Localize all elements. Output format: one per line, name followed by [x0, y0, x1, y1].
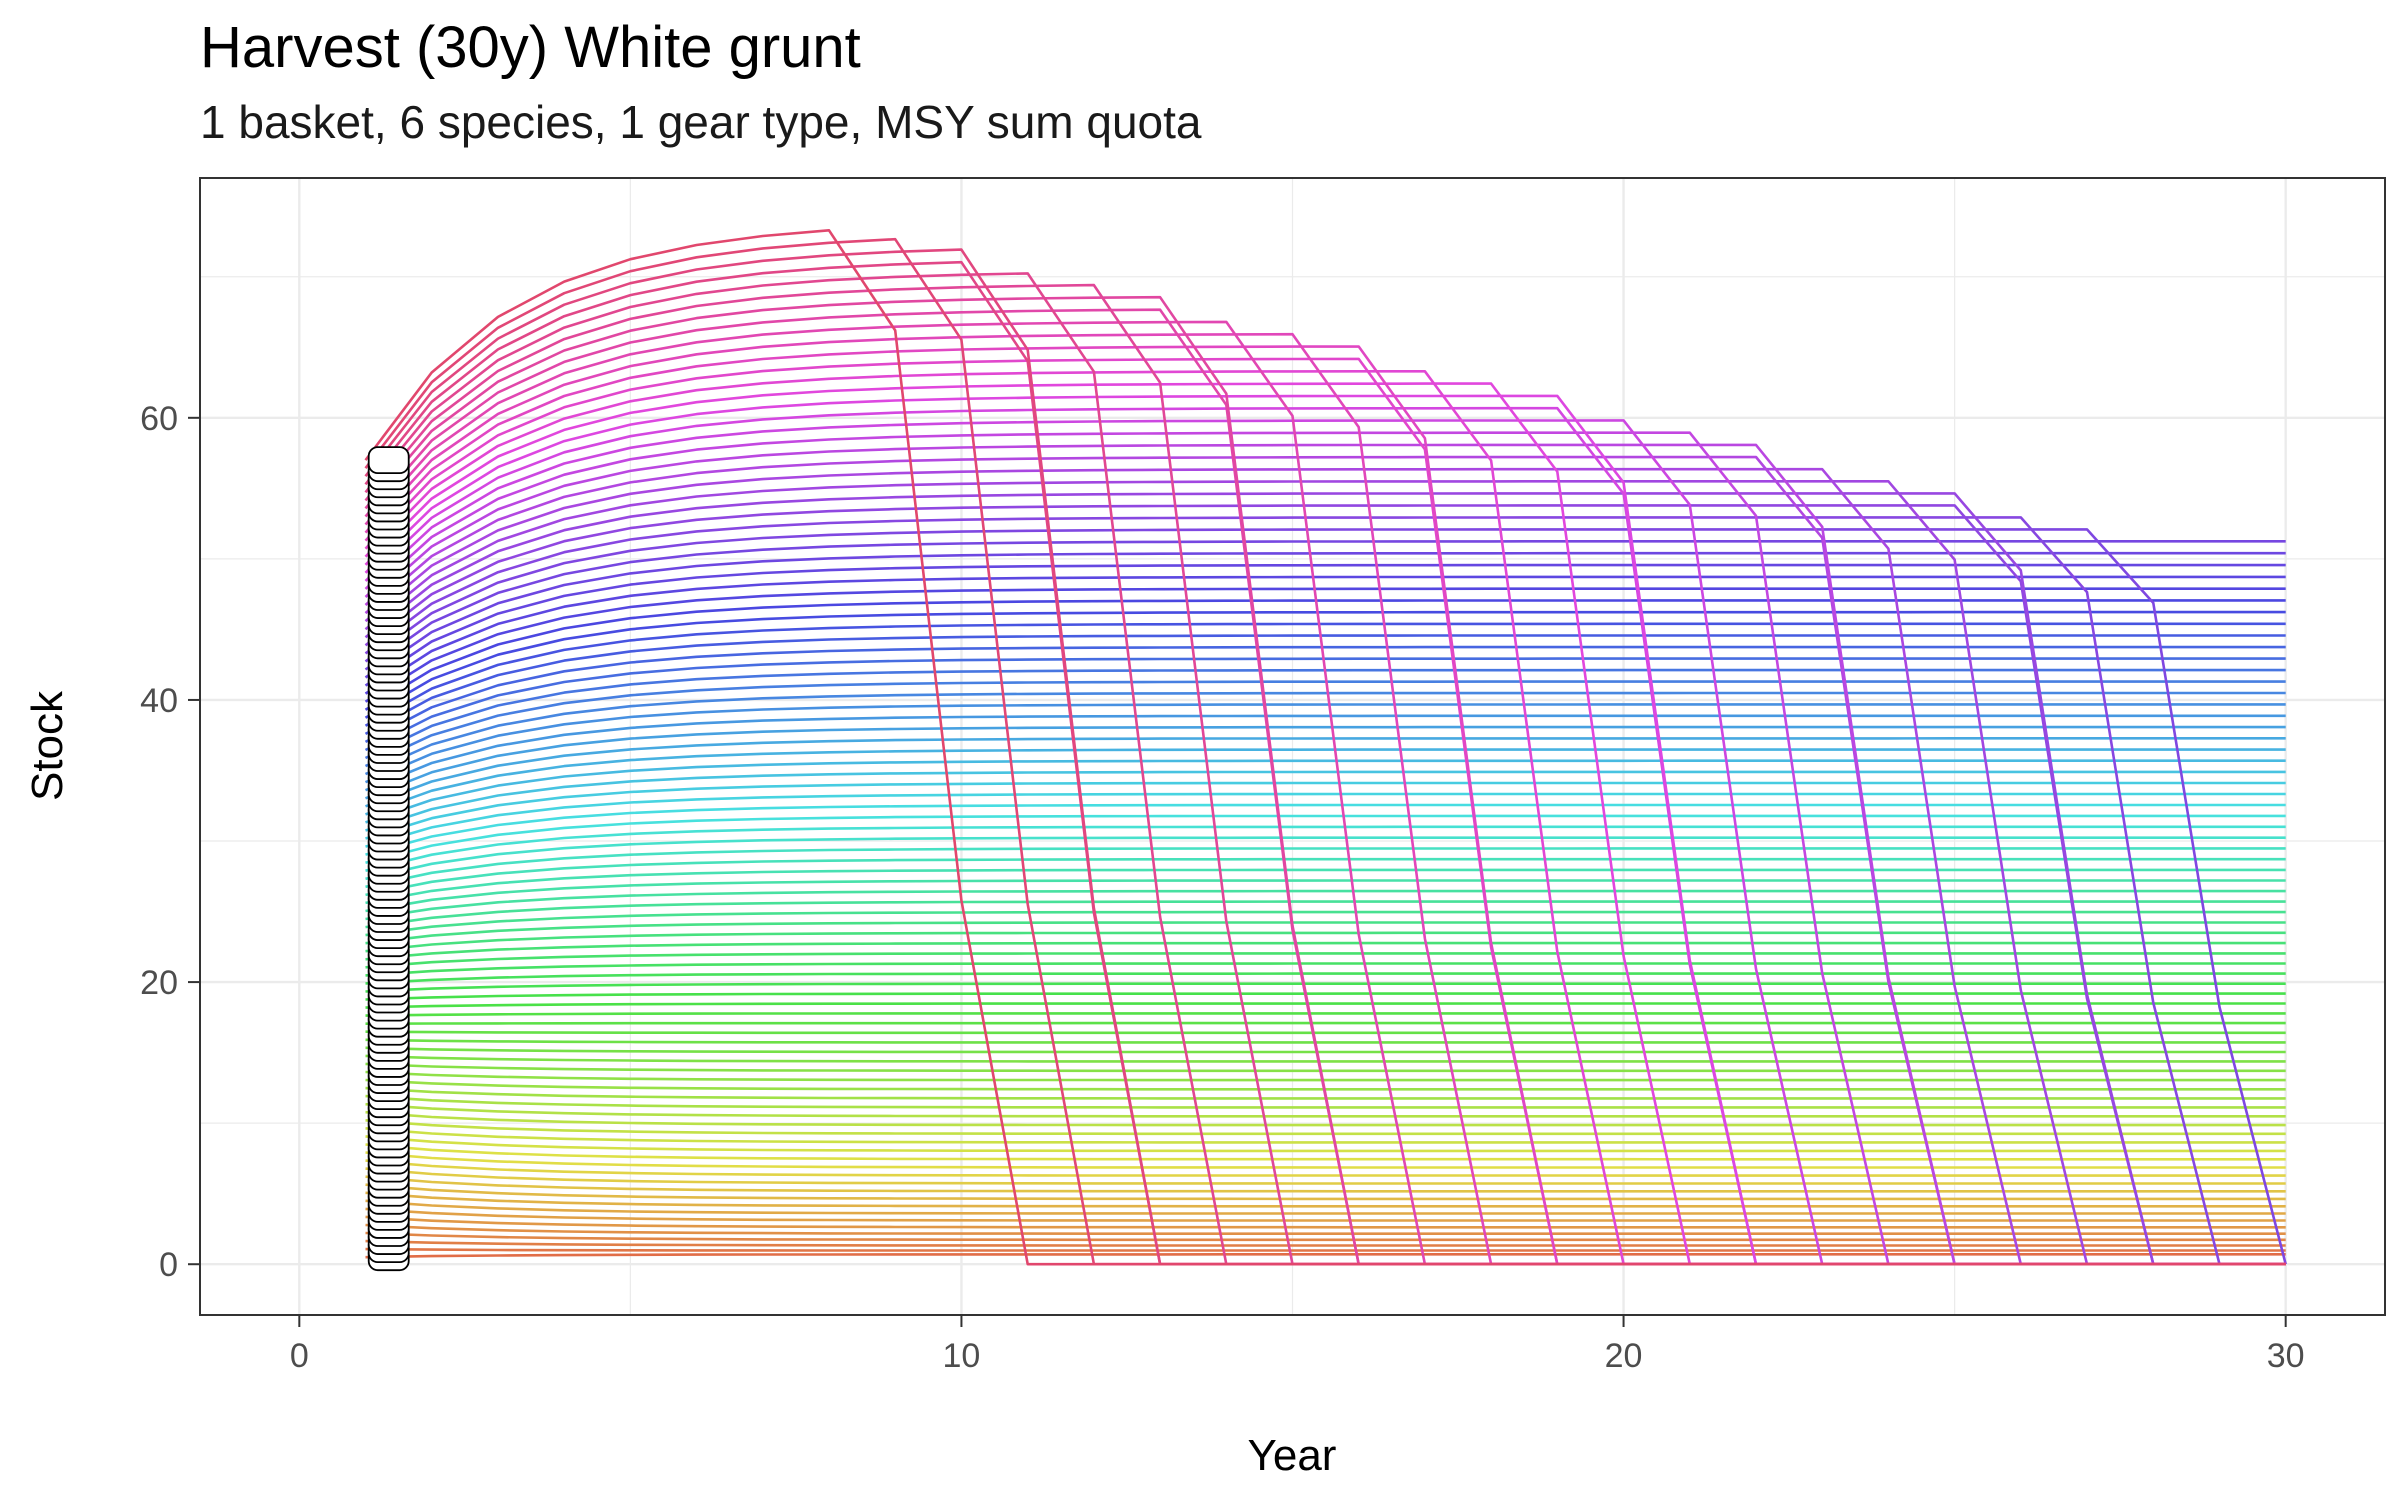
series-line [365, 1062, 2286, 1073]
y-tick-label: 60 [140, 400, 178, 438]
series-line [365, 921, 2286, 945]
y-tick-label: 0 [159, 1246, 178, 1284]
series-line [365, 992, 2286, 1001]
series-line [365, 1167, 2286, 1185]
series-line [365, 748, 2286, 816]
series-line [364, 492, 2286, 1266]
series-line [365, 900, 2286, 929]
series-line [365, 1231, 2286, 1242]
series-line [364, 657, 2286, 752]
series-line [365, 825, 2286, 872]
series-line [364, 703, 2286, 784]
series-line [365, 803, 2286, 856]
series-line [365, 1046, 2286, 1054]
series-line [365, 879, 2286, 913]
series-line [365, 814, 2286, 864]
series-line [365, 1054, 2286, 1063]
series-line [365, 952, 2286, 969]
series-line [365, 1002, 2286, 1009]
series-line [364, 229, 2286, 1266]
series-line [365, 1143, 2286, 1161]
series-line [365, 982, 2286, 993]
series-line [365, 836, 2286, 881]
series-line [365, 847, 2286, 889]
chart-subtitle: 1 basket, 6 species, 1 gear type, MSY su… [200, 96, 1202, 148]
series-line [365, 1135, 2286, 1153]
x-axis-title: Year [1248, 1431, 1337, 1480]
series-line [365, 910, 2286, 937]
series-line [365, 972, 2286, 985]
y-tick-label: 40 [140, 682, 178, 720]
series-line [364, 587, 2286, 703]
series-line [365, 1151, 2286, 1169]
x-tick-label: 20 [1605, 1337, 1643, 1375]
x-tick-label: 10 [943, 1337, 981, 1375]
series-line [365, 1159, 2286, 1177]
series-line [365, 941, 2286, 961]
series-line [365, 868, 2286, 905]
series-line [365, 1239, 2286, 1247]
y-tick-label: 20 [140, 964, 178, 1002]
series-line [365, 1030, 2286, 1035]
series-line [365, 759, 2286, 824]
series-line [365, 1021, 2286, 1026]
chart-title: Harvest (30y) White grunt [200, 15, 861, 80]
series-line [365, 1191, 2286, 1208]
series-line [365, 1175, 2286, 1193]
series-line [364, 504, 2286, 1266]
series-line [365, 1223, 2286, 1235]
series-line [365, 1038, 2286, 1044]
series-line [364, 539, 2286, 671]
series-line [365, 1102, 2286, 1118]
y-axis-title: Stock [23, 690, 72, 801]
series-line [365, 857, 2286, 897]
series-line [365, 1207, 2286, 1222]
series-line [365, 714, 2286, 792]
series-line [365, 1253, 2286, 1259]
series-line [365, 1012, 2286, 1017]
plot-border [199, 177, 2386, 1316]
series-line [365, 1199, 2286, 1215]
series-line [365, 1110, 2286, 1127]
x-tick-label: 0 [290, 1337, 309, 1375]
series-line [365, 1247, 2286, 1252]
series-line [365, 1127, 2286, 1144]
series-line [365, 736, 2286, 808]
series-line [365, 1183, 2286, 1201]
series-line [364, 599, 2286, 711]
series-line [365, 1070, 2286, 1082]
series-line [364, 479, 2286, 1266]
series-line [364, 551, 2286, 679]
series-line [365, 725, 2286, 800]
series-line [365, 889, 2286, 921]
start-label-layer [367, 446, 410, 1272]
series-line [364, 691, 2286, 776]
series-line [364, 575, 2286, 695]
series-line [364, 467, 2286, 1266]
series-line [365, 770, 2286, 832]
series-line [364, 610, 2286, 719]
series-line [364, 645, 2286, 744]
series-line [365, 781, 2286, 840]
series-line [365, 1215, 2286, 1229]
series-line [365, 1094, 2286, 1109]
x-tick-label: 30 [2267, 1337, 2305, 1375]
series-line [364, 528, 2287, 1265]
axis-layer: 0 10 20 30 0 20 40 60 [140, 400, 2304, 1375]
start-value-tag [367, 446, 410, 475]
series-line [365, 1119, 2286, 1136]
series-line [365, 962, 2286, 977]
series-line [365, 792, 2286, 848]
series-line [364, 563, 2286, 687]
series-layer [364, 229, 2287, 1266]
series-line [365, 931, 2286, 953]
